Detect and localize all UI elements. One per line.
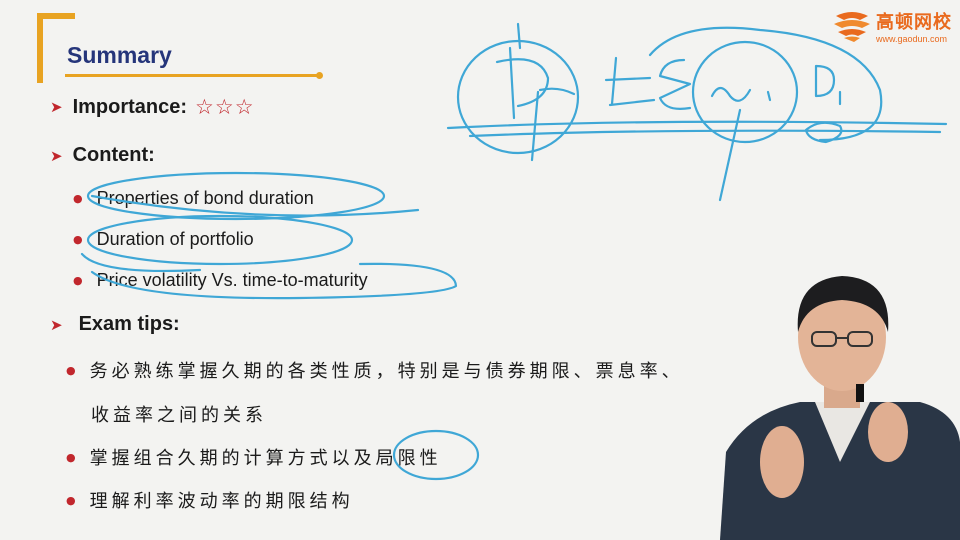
- arrow-bullet-icon: ➤: [50, 98, 63, 116]
- title-underline-dot: [316, 72, 323, 79]
- dot-bullet-icon: ●: [73, 274, 83, 287]
- logo-name: 高顿网校: [876, 12, 952, 33]
- dot-bullet-icon: ●: [73, 192, 83, 205]
- arrow-bullet-icon: ➤: [50, 315, 63, 334]
- exam-tips-row: ➤ Exam tips:: [50, 313, 180, 336]
- content-item: ● Price volatility Vs. time-to-maturity: [73, 270, 368, 291]
- title-underline: [65, 74, 319, 77]
- logo-url: www.gaodun.com: [876, 34, 948, 44]
- gaodun-logo-icon: [834, 12, 870, 42]
- content-item-text: Price volatility Vs. time-to-maturity: [96, 270, 368, 290]
- annotation-stroke: [80, 252, 202, 273]
- dot-bullet-icon: ●: [73, 233, 83, 246]
- content-label: Content:: [72, 144, 155, 166]
- dot-bullet-icon: ●: [66, 450, 76, 464]
- brand-logo: 高顿网校 www.gaodun.com: [830, 8, 952, 46]
- title-bracket-vertical: [37, 13, 43, 83]
- importance-label: Importance:: [72, 95, 188, 118]
- presenter-video: [720, 276, 960, 540]
- exam-tip-continuation: 收益率之间的关系: [91, 401, 267, 427]
- exam-tip-text: 收益率之间的关系: [91, 405, 267, 426]
- exam-tips-label: Exam tips:: [78, 313, 180, 335]
- content-row: ➤ Content:: [50, 144, 155, 167]
- annotation-diagram: [446, 22, 948, 202]
- exam-tip-text: 务必熟练掌握久期的各类性质，特别是与债券期限、票息率、: [89, 361, 684, 382]
- content-item-text: Duration of portfolio: [96, 229, 254, 249]
- exam-tip: ● 掌握组合久期的计算方式以及局限性: [66, 444, 442, 470]
- content-item-text: Properties of bond duration: [96, 188, 314, 208]
- title-bracket-horizontal: [37, 13, 75, 19]
- importance-row: ➤ Importance: ☆☆☆: [50, 95, 255, 119]
- exam-tip-text: 掌握组合久期的计算方式以及局限性: [89, 448, 442, 469]
- dot-bullet-icon: ●: [66, 493, 76, 507]
- content-item: ● Properties of bond duration: [73, 188, 314, 209]
- slide-title: Summary: [67, 42, 172, 68]
- content-item: ● Duration of portfolio: [73, 229, 254, 250]
- star-icon: ☆☆☆: [195, 95, 255, 119]
- arrow-bullet-icon: ➤: [50, 146, 63, 165]
- exam-tip-text: 理解利率波动率的期限结构: [89, 491, 354, 512]
- exam-tip: ● 务必熟练掌握久期的各类性质，特别是与债券期限、票息率、: [66, 357, 684, 383]
- dot-bullet-icon: ●: [66, 363, 76, 377]
- exam-tip: ● 理解利率波动率的期限结构: [66, 487, 354, 513]
